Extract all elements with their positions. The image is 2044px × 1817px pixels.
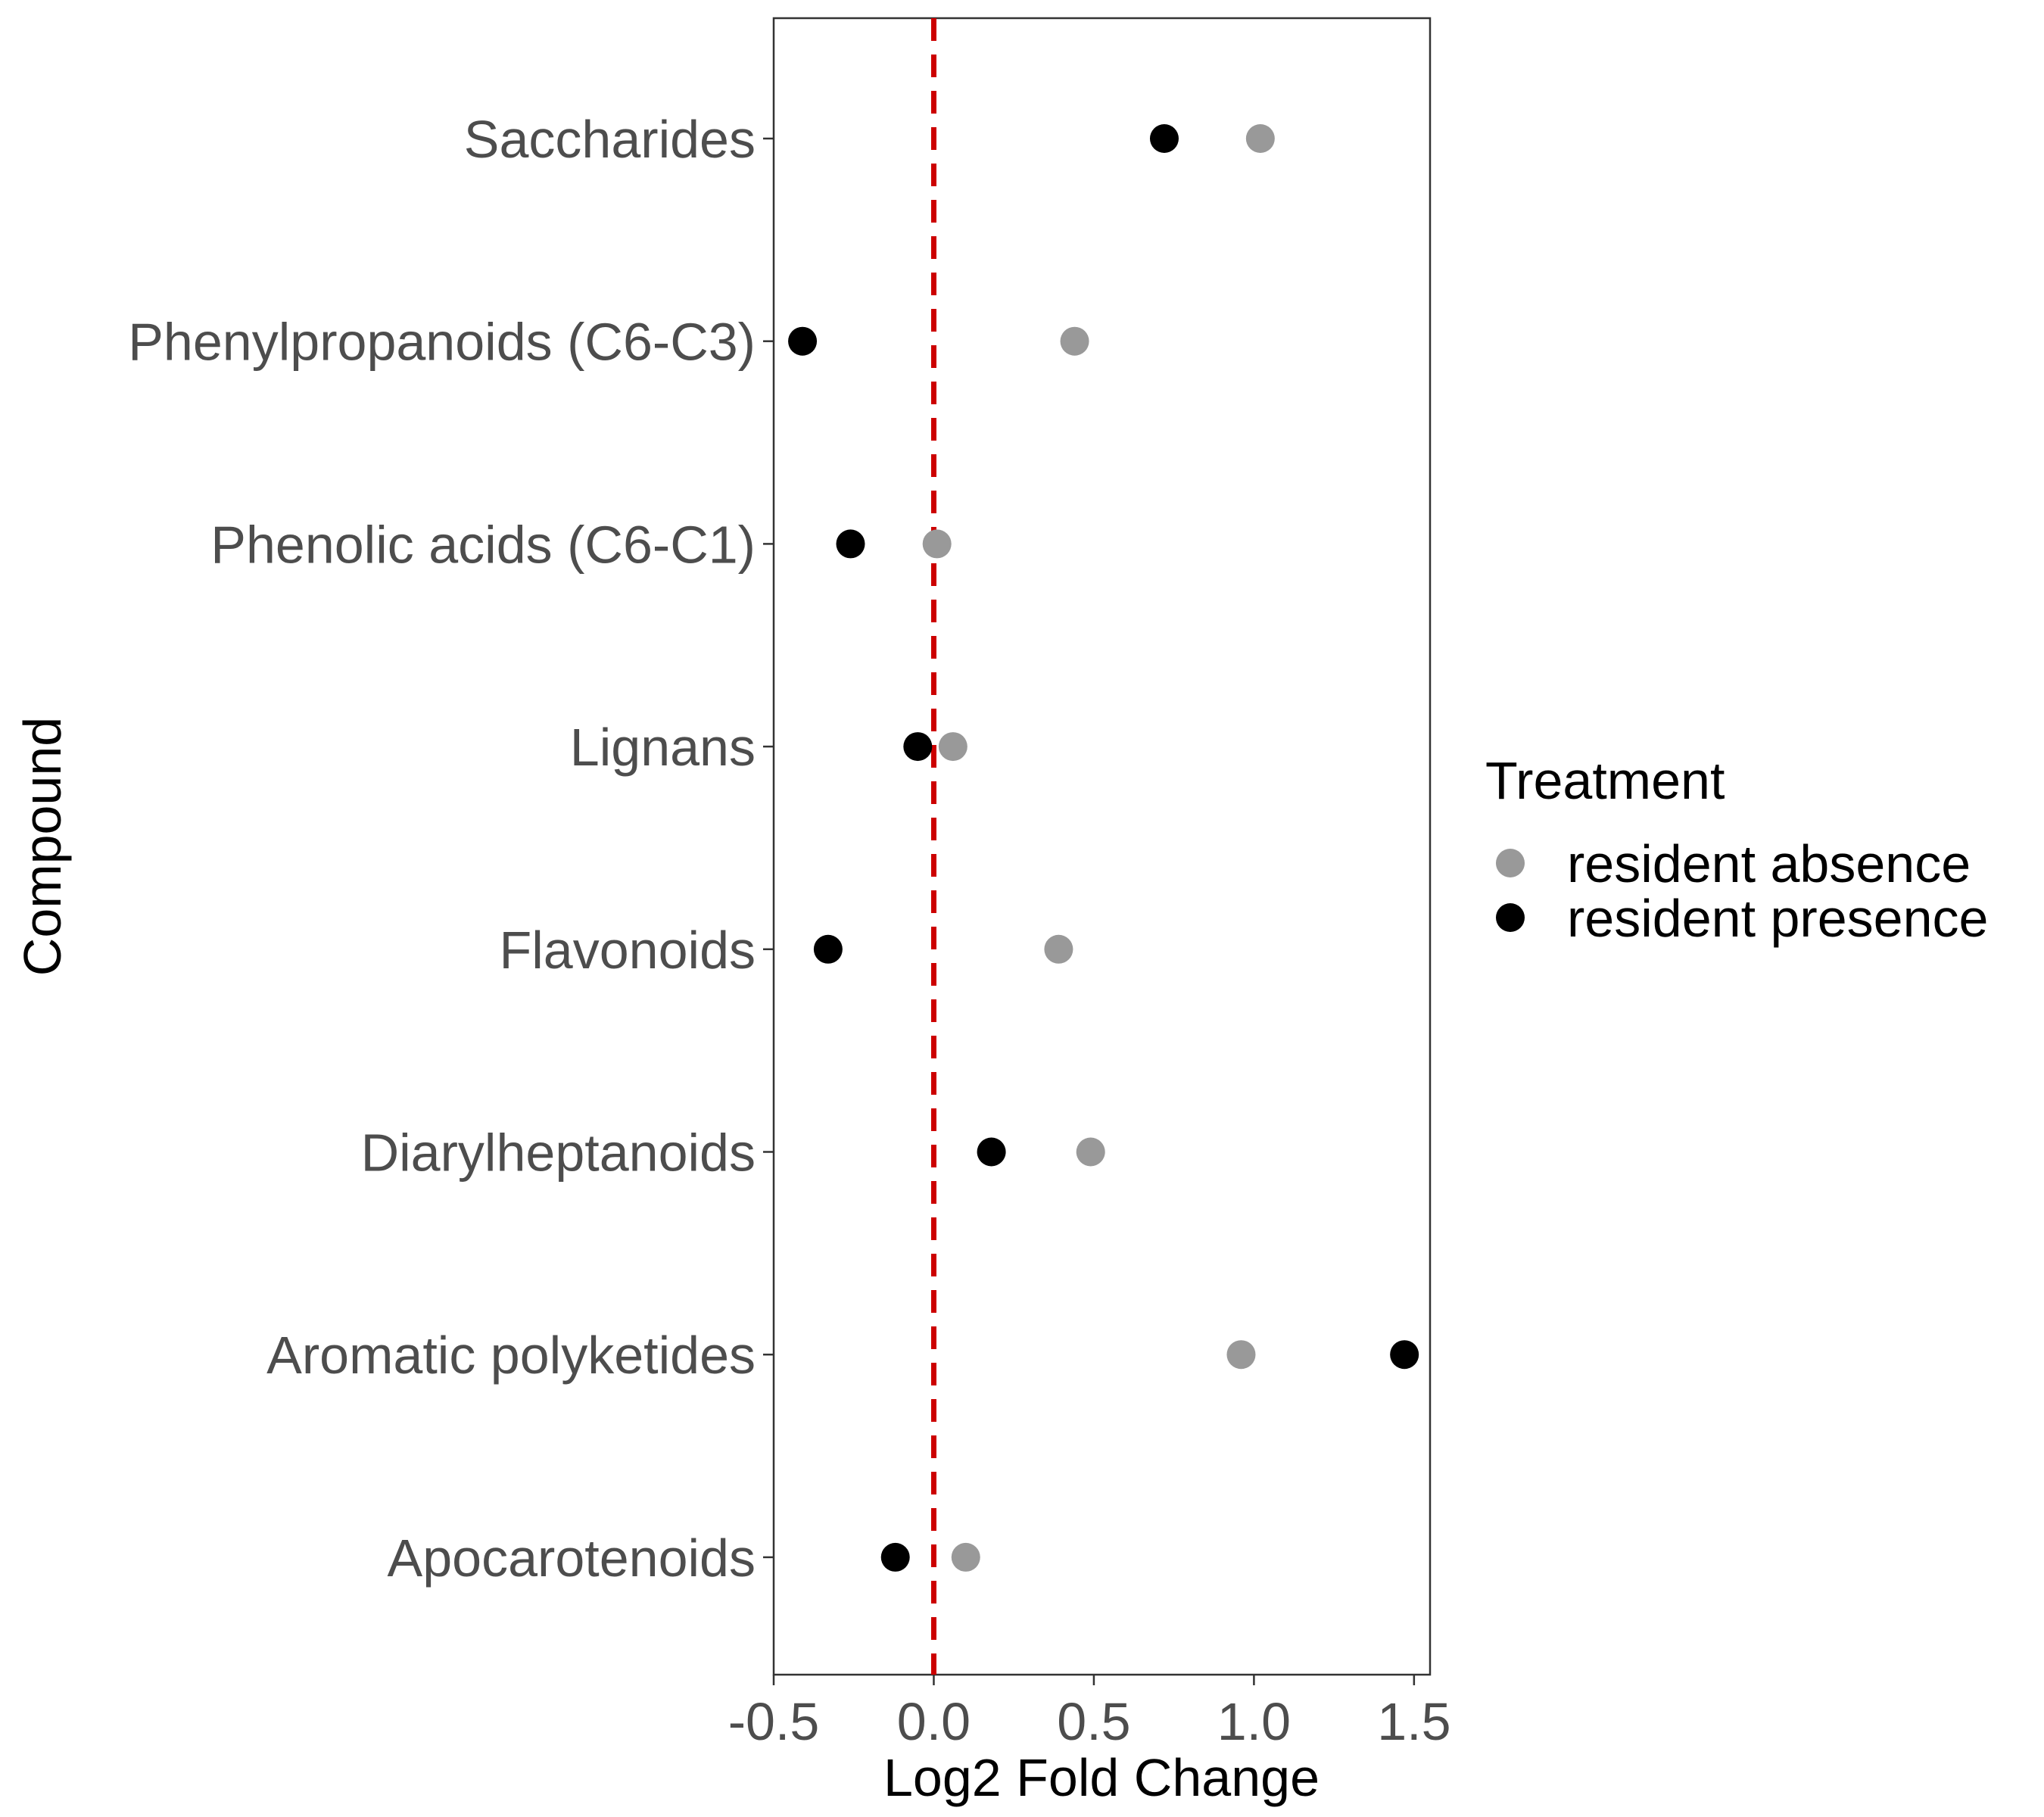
y-tick-label: Phenylpropanoids (C6-C3) [128,313,756,372]
points-layer [788,124,1419,1572]
x-axis: -0.5 0.0 0.5 1.0 1.5 [728,1675,1451,1751]
legend-label: resident absence [1567,834,1971,893]
data-point [922,529,952,559]
x-axis-title: Log2 Fold Change [883,1748,1320,1807]
data-point [813,934,843,964]
data-point [880,1542,910,1572]
data-point [951,1542,980,1572]
y-tick-label: Saccharides [464,110,756,169]
y-tick-label: Apocarotenoids [388,1529,756,1588]
x-tick-label: 0.5 [1057,1692,1130,1751]
y-tick-label: Aromatic polyketides [266,1326,756,1385]
data-point [977,1137,1006,1167]
x-tick-label: 0.0 [897,1692,971,1751]
y-tick-label: Flavonoids [499,921,756,980]
data-point [903,732,933,762]
y-axis-title: Compound [13,717,72,976]
data-point [938,732,967,762]
data-point [1060,326,1089,356]
x-tick-label: 1.5 [1377,1692,1450,1751]
data-point [1076,1137,1105,1167]
legend-label: resident presence [1567,889,1988,948]
data-point [836,529,865,559]
data-point [1390,1340,1419,1370]
y-tick-label: Diarylheptanoids [361,1124,756,1183]
y-tick-label: Phenolic acids (C6-C1) [210,515,756,574]
data-point [1245,124,1275,153]
legend-title: Treatment [1485,751,1725,810]
legend-key [1496,849,1525,877]
x-tick-label: -0.5 [728,1692,820,1751]
plot-panel [772,17,1432,1676]
data-point [1226,1340,1256,1370]
data-point [1149,124,1179,153]
legend-key [1496,903,1525,932]
data-point [1044,934,1073,964]
y-axis: Saccharides Phenylpropanoids (C6-C3) Pheno… [128,110,774,1588]
y-tick-label: Lignans [570,718,756,777]
x-tick-label: 1.0 [1217,1692,1291,1751]
data-point [788,326,818,356]
